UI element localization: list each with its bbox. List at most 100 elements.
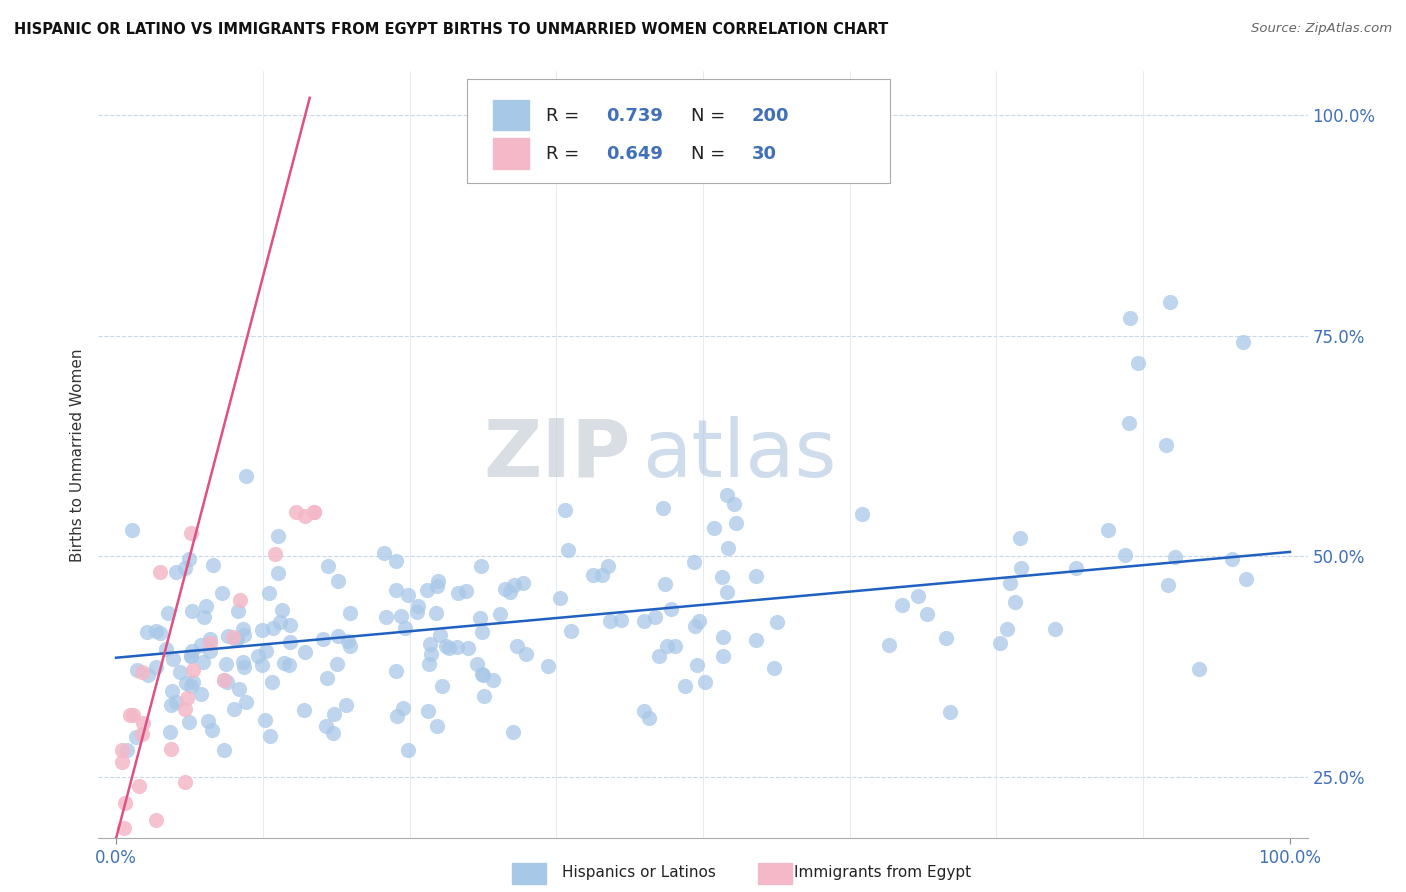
FancyBboxPatch shape xyxy=(492,100,529,130)
Point xyxy=(1004,595,1026,609)
Text: 0.739: 0.739 xyxy=(606,107,664,125)
Point xyxy=(638,711,661,725)
Point xyxy=(179,714,201,729)
Point xyxy=(257,585,280,599)
Point xyxy=(560,624,582,638)
Point xyxy=(145,659,167,673)
Point xyxy=(1010,531,1032,545)
Point xyxy=(135,625,157,640)
Point xyxy=(339,639,361,653)
Point xyxy=(222,631,245,645)
Point xyxy=(328,629,350,643)
Point xyxy=(494,582,516,596)
Point xyxy=(673,679,696,693)
Text: 200: 200 xyxy=(751,107,789,125)
Text: N =: N = xyxy=(690,107,731,125)
Point xyxy=(132,715,155,730)
Point xyxy=(169,665,191,679)
Point xyxy=(550,591,572,605)
Point xyxy=(907,589,929,603)
Point xyxy=(654,577,676,591)
Point xyxy=(111,755,134,769)
Point xyxy=(294,509,316,524)
Point xyxy=(121,523,143,537)
Point xyxy=(472,690,495,704)
Point xyxy=(385,664,408,678)
Point xyxy=(766,615,789,629)
Point xyxy=(114,796,136,810)
Point xyxy=(181,675,204,690)
Point xyxy=(224,701,246,715)
Point xyxy=(633,614,655,628)
Point xyxy=(202,558,225,572)
Point xyxy=(278,635,301,649)
Text: Source: ZipAtlas.com: Source: ZipAtlas.com xyxy=(1251,22,1392,36)
Point xyxy=(426,579,449,593)
Point xyxy=(406,599,429,613)
Point xyxy=(506,639,529,653)
Point xyxy=(1118,416,1140,430)
Point xyxy=(323,707,346,722)
Point xyxy=(1097,523,1119,537)
Point xyxy=(174,676,197,690)
Point xyxy=(998,576,1021,591)
Point xyxy=(180,644,202,658)
Point xyxy=(232,628,254,642)
Text: 0.649: 0.649 xyxy=(606,145,664,163)
Point xyxy=(610,614,633,628)
Point xyxy=(711,649,734,664)
Point xyxy=(396,743,419,757)
Point xyxy=(174,774,197,789)
Point xyxy=(326,657,349,672)
Point xyxy=(217,629,239,643)
Point xyxy=(232,655,254,669)
Point xyxy=(250,658,273,673)
Point xyxy=(415,583,437,598)
Point xyxy=(267,566,290,581)
Point xyxy=(633,704,655,718)
Point xyxy=(232,622,254,636)
Point xyxy=(259,729,281,743)
Point xyxy=(693,674,716,689)
Point xyxy=(263,547,285,561)
Point xyxy=(456,584,478,599)
Point xyxy=(717,541,740,555)
Point xyxy=(537,659,560,673)
Point xyxy=(723,496,745,510)
Point xyxy=(262,621,284,635)
Point xyxy=(166,566,188,580)
Point xyxy=(557,542,579,557)
Point xyxy=(457,640,479,655)
Point xyxy=(891,599,914,613)
Y-axis label: Births to Unmarried Women: Births to Unmarried Women xyxy=(70,348,86,562)
Point xyxy=(716,585,738,599)
Point xyxy=(877,638,900,652)
Point xyxy=(160,698,183,713)
Point xyxy=(160,684,183,698)
Point xyxy=(215,657,238,671)
Point xyxy=(149,565,172,579)
Point xyxy=(194,599,217,614)
Point xyxy=(198,632,221,647)
Point xyxy=(271,602,294,616)
Point xyxy=(598,559,620,574)
Point xyxy=(446,640,468,655)
Point xyxy=(470,625,492,640)
Point xyxy=(711,630,734,644)
Point xyxy=(235,695,257,709)
Point xyxy=(326,574,349,588)
Point xyxy=(659,601,682,615)
Point xyxy=(181,664,204,678)
Point xyxy=(688,615,710,629)
Point xyxy=(1164,550,1187,565)
Point xyxy=(426,574,449,588)
Point xyxy=(156,606,179,620)
Point xyxy=(191,655,214,669)
Point xyxy=(212,673,235,687)
Point xyxy=(935,631,957,645)
Point xyxy=(254,644,277,658)
Point xyxy=(446,586,468,600)
Point xyxy=(322,726,344,740)
Point xyxy=(165,695,187,709)
Text: N =: N = xyxy=(690,145,731,163)
